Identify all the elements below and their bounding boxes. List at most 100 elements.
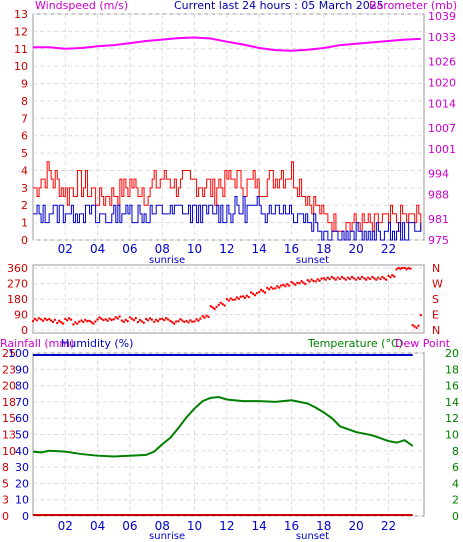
wind-direction-point <box>33 317 37 321</box>
time-tick-label: 02 <box>58 242 73 256</box>
wind-direction-point <box>80 319 83 322</box>
direction-tick-label: 360 <box>7 262 28 275</box>
compass-tick-label: S <box>432 293 439 306</box>
wind-direction-point <box>274 287 277 290</box>
wind-direction-point <box>409 267 412 270</box>
humidity-tick-label: 60 <box>15 412 29 425</box>
wind-direction-point <box>312 279 315 283</box>
temperature-tick-label: 2 <box>452 494 459 507</box>
humidity-tick-label: 30 <box>15 461 29 474</box>
wind-direction-point <box>174 320 178 323</box>
wind-direction-point <box>134 316 137 320</box>
rainfall-header: Rainfall (mm) <box>0 337 74 350</box>
barometer-tick-label: 1026 <box>428 55 456 68</box>
wind-direction-point <box>179 317 182 321</box>
time-tick-label: 18 <box>316 242 331 256</box>
wind-direction-point <box>282 283 285 287</box>
wind-direction-point <box>166 318 170 321</box>
barometer-tick-label: 994 <box>428 167 449 180</box>
wind-direction-point <box>148 317 152 320</box>
wind-direction-point <box>407 266 410 270</box>
wind-direction-point <box>364 278 368 281</box>
wind-direction-point <box>419 313 422 317</box>
wind-direction-point <box>384 278 388 281</box>
wind-direction-point <box>296 281 299 285</box>
wind-direction-point <box>104 318 107 321</box>
sunrise-label: sunrise <box>149 255 185 266</box>
wind-direction-point <box>82 320 85 324</box>
panel-frame <box>32 13 425 241</box>
wind-direction-point <box>401 266 404 270</box>
wind-direction-point <box>231 298 234 302</box>
wind-direction-point <box>278 286 281 289</box>
wind-direction-point <box>302 281 305 284</box>
barometer-tick-label: 1033 <box>428 31 456 44</box>
temperature-tick-label: 12 <box>445 412 459 425</box>
direction-degrees-axis: 0 90 180 270 360 <box>7 262 28 337</box>
direction-marks <box>31 266 422 330</box>
wind-direction-point <box>189 319 192 322</box>
wind-direction-point <box>187 321 190 324</box>
time-tick-label: 14 <box>252 519 267 533</box>
humidity-tick-label: 80 <box>15 380 29 393</box>
wind-direction-point <box>122 320 126 324</box>
wind-direction-point <box>253 294 257 297</box>
wind-direction-point <box>397 266 400 270</box>
wind-direction-point <box>334 278 337 281</box>
wind-direction-point <box>49 319 53 322</box>
rainfall-tick-label: 5 <box>2 477 9 490</box>
wind-direction-point <box>284 285 287 288</box>
rainfall-tick-label: 23 <box>2 363 16 376</box>
wind-direction-point <box>140 320 144 323</box>
wind-direction-point <box>374 278 378 281</box>
wind-direction-point <box>173 322 176 325</box>
time-tick-label: 08 <box>155 242 170 256</box>
temperature-tick-label: 8 <box>452 445 459 458</box>
wind-direction-point <box>221 302 224 306</box>
time-tick-label: 04 <box>90 519 105 533</box>
wind-direction-point <box>120 319 124 322</box>
direction-tick-label: 270 <box>7 278 28 291</box>
humidity-tick-label: 90 <box>15 363 29 376</box>
wind-direction-point <box>39 318 43 321</box>
sunset-label: sunset <box>296 531 329 542</box>
time-tick-label: 22 <box>381 519 396 533</box>
wind-direction-point <box>261 290 265 293</box>
wind-direction-point <box>326 276 329 279</box>
time-tick-label: 10 <box>187 519 202 533</box>
time-axis: 02 04 06 08 10 12 14 16 18 20 22 sunrise sunset <box>58 519 396 542</box>
humidity-tick-label: 70 <box>15 396 29 409</box>
wind-direction-point <box>316 278 319 281</box>
wind-direction-point <box>98 316 101 319</box>
time-tick-label: 08 <box>155 519 170 533</box>
barometer-tick-label: 988 <box>428 188 449 201</box>
wind-direction-point <box>352 277 356 280</box>
direction-tick-label: 0 <box>21 324 28 337</box>
wind-direction-point <box>266 286 269 290</box>
wind-direction-point <box>358 277 362 281</box>
wind-direction-point <box>138 318 142 322</box>
wind-direction-point <box>201 315 204 318</box>
wind-direction-point <box>72 323 75 326</box>
windspeed-header: Windspeed (m/s) <box>35 0 128 12</box>
wind-direction-point <box>308 280 311 283</box>
windspeed-tick-label: 3 <box>21 182 28 195</box>
time-tick-label: 20 <box>348 519 363 533</box>
wind-direction-point <box>45 318 49 322</box>
wind-direction-point <box>150 318 154 321</box>
humidity-header: Humidity (%) <box>61 337 133 350</box>
windspeed-tick-label: 10 <box>14 60 28 73</box>
wind-direction-point <box>57 319 61 323</box>
wind-direction-point <box>156 320 160 323</box>
temperature-header: Temperature (°C) <box>307 337 403 350</box>
wind-direction-point <box>144 317 148 321</box>
wind-direction-point <box>415 326 418 330</box>
wind-direction-point <box>142 321 146 324</box>
time-tick-label: 12 <box>219 242 234 256</box>
wind-direction-point <box>152 320 156 324</box>
wind-direction-point <box>276 285 279 288</box>
wind-direction-point <box>128 316 132 319</box>
wind-direction-point <box>393 275 396 278</box>
wind-direction-point <box>171 321 174 324</box>
wind-direction-point <box>43 317 47 320</box>
